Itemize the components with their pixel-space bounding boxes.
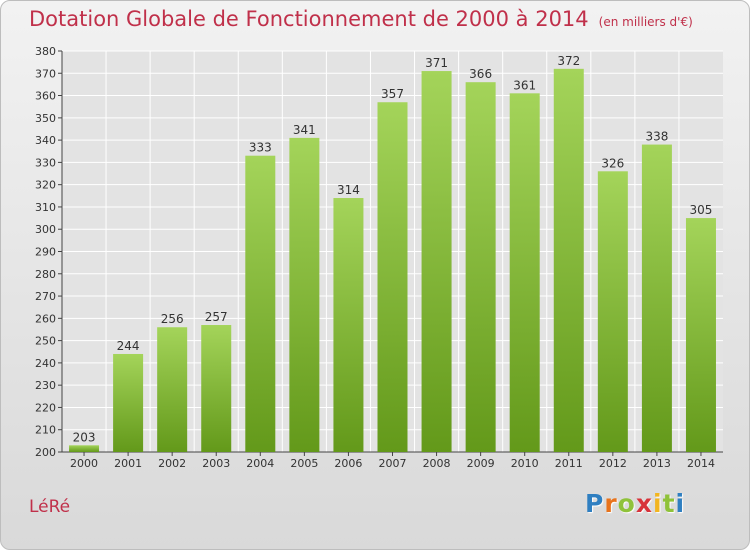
y-tick-label: 330 [35, 156, 56, 169]
bar-value-label: 333 [249, 141, 272, 155]
bar [509, 93, 540, 453]
chart-title-text: Dotation Globale de Fonctionnement de 20… [29, 7, 589, 31]
bar [377, 102, 408, 452]
x-tick-label: 2000 [70, 457, 98, 470]
logo-letter: P [585, 489, 605, 518]
bar-value-label: 256 [161, 312, 184, 326]
bar [289, 137, 320, 452]
bar [421, 71, 452, 453]
bar-value-label: 244 [117, 339, 140, 353]
bar [465, 82, 496, 452]
bar-value-label: 371 [425, 56, 448, 70]
chart-title: Dotation Globale de Fonctionnement de 20… [29, 7, 693, 31]
bar [245, 155, 276, 452]
axes: 200 210 220 230 240 250 260 270 280 290 300 310 320 3… [35, 45, 723, 470]
logo-letter: i [653, 489, 663, 518]
y-tick-label: 200 [35, 446, 56, 459]
bar-value-label: 338 [645, 130, 668, 144]
bar-value-label: 357 [381, 87, 404, 101]
logo-letter: r [604, 489, 618, 518]
bar [113, 353, 144, 452]
bar-value-label: 203 [73, 430, 96, 444]
bar [553, 68, 584, 453]
x-tick-label: 2007 [379, 457, 407, 470]
y-tick-label: 350 [35, 112, 56, 125]
bar [333, 198, 364, 452]
bar [685, 218, 716, 452]
logo-letter: t [662, 489, 676, 518]
x-tick-label: 2010 [511, 457, 539, 470]
bar-value-label: 361 [513, 78, 536, 92]
x-tick-label: 2002 [158, 457, 186, 470]
bar [201, 325, 232, 452]
bars [69, 68, 716, 453]
y-tick-label: 300 [35, 223, 56, 236]
bar [597, 171, 628, 453]
y-tick-label: 320 [35, 179, 56, 192]
bar-value-label: 314 [337, 183, 360, 197]
y-tick-label: 220 [35, 401, 56, 414]
chart-subtitle: (en milliers d'€) [598, 15, 693, 29]
x-tick-label: 2006 [334, 457, 362, 470]
bar-value-label: 366 [469, 67, 492, 81]
x-tick-label: 2012 [599, 457, 627, 470]
x-tick-label: 2009 [467, 457, 495, 470]
bar [69, 445, 100, 452]
x-tick-label: 2008 [423, 457, 451, 470]
logo-letter: i [675, 489, 686, 518]
proxiti-logo: Proxiti [585, 489, 685, 518]
y-tick-label: 380 [35, 45, 56, 58]
y-tick-label: 280 [35, 268, 56, 281]
x-tick-label: 2005 [290, 457, 318, 470]
bar-value-label: 305 [690, 203, 713, 217]
y-tick-label: 270 [35, 290, 56, 303]
bar-value-label: 257 [205, 310, 228, 324]
y-tick-label: 250 [35, 335, 56, 348]
bar-value-label: 372 [557, 54, 580, 68]
y-tick-label: 370 [35, 67, 56, 80]
bar-value-label: 341 [293, 123, 316, 137]
y-tick-label: 360 [35, 90, 56, 103]
y-tick-label: 230 [35, 379, 56, 392]
bar-value-label: 326 [601, 156, 624, 170]
y-tick-label: 310 [35, 201, 56, 214]
x-tick-label: 2001 [114, 457, 142, 470]
bar [641, 144, 672, 453]
y-tick-label: 290 [35, 246, 56, 259]
x-tick-label: 2013 [643, 457, 671, 470]
x-tick-label: 2011 [555, 457, 583, 470]
bar [157, 327, 188, 452]
x-tick-label: 2014 [687, 457, 715, 470]
y-tick-label: 210 [35, 424, 56, 437]
logo-letter: o [617, 489, 636, 518]
data-labels: 203 244 256 257 333 341 314 357 371 366 361 372 326 3… [73, 54, 713, 444]
y-tick-label: 260 [35, 312, 56, 325]
municipality-name: LéRé [29, 497, 71, 517]
y-tick-label: 340 [35, 134, 56, 147]
logo-letter: x [635, 489, 653, 518]
x-tick-label: 2003 [202, 457, 230, 470]
x-tick-label: 2004 [246, 457, 274, 470]
y-tick-label: 240 [35, 357, 56, 370]
